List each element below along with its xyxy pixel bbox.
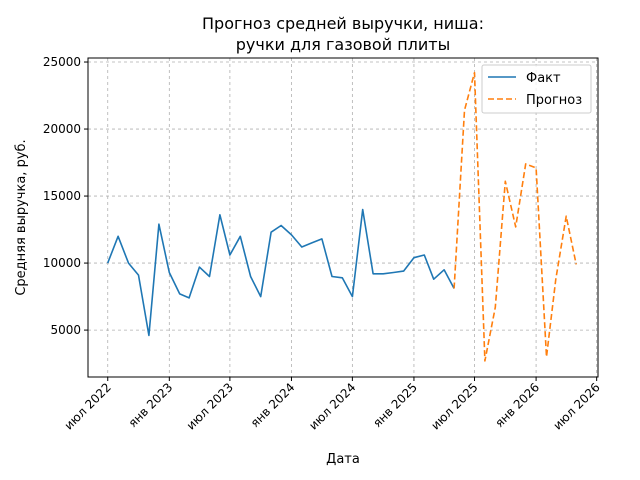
x-tick-label: янв 2026 [492, 380, 542, 430]
x-tick-label: июл 2024 [306, 380, 358, 432]
y-tick-label: 25000 [43, 55, 81, 69]
series-forecast-line [453, 71, 577, 362]
y-tick-label: 20000 [43, 122, 81, 136]
x-tick-label: июл 2023 [184, 380, 236, 432]
y-axis-title: Средняя выручка, руб. [14, 139, 29, 295]
x-tick-label: июл 2022 [62, 380, 114, 432]
y-tick-label: 15000 [43, 189, 81, 203]
x-axis-title: Дата [326, 452, 360, 467]
y-tick-label: 5000 [50, 323, 81, 337]
x-tick-label: июл 2025 [428, 380, 480, 432]
chart-title-line-2: ручки для газовой плиты [236, 35, 450, 54]
plot-area [87, 57, 599, 378]
legend: Факт Прогноз [481, 64, 592, 114]
x-tick-label: янв 2023 [126, 380, 176, 430]
chart-title-line-1: Прогноз средней выручки, ниша: [202, 14, 484, 33]
series-fact-line [106, 208, 455, 337]
x-tick-label: янв 2025 [370, 380, 420, 430]
grid [88, 58, 598, 377]
series-lines [106, 71, 577, 362]
x-tick-label: июл 2026 [551, 380, 603, 432]
x-tick-label: янв 2024 [248, 380, 298, 430]
y-tick-label: 10000 [43, 256, 81, 270]
legend-label-forecast: Прогноз [526, 93, 582, 108]
legend-label-fact: Факт [526, 71, 561, 86]
